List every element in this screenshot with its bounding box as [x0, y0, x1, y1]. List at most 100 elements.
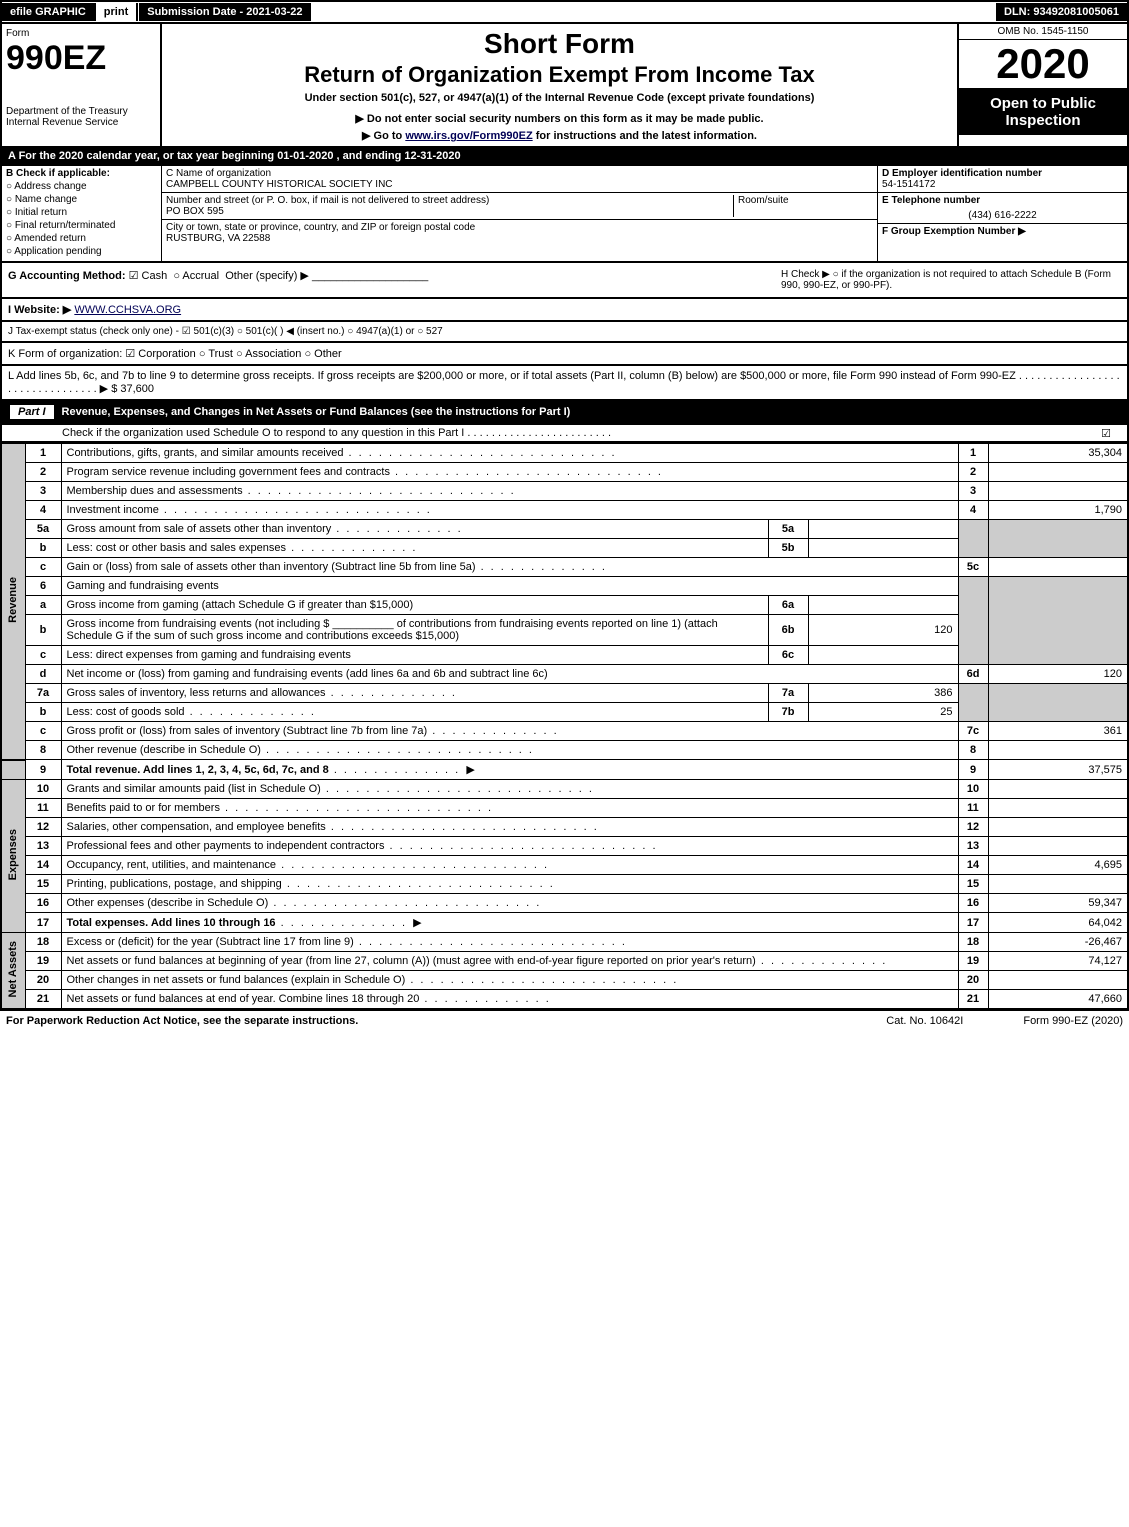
page-footer: For Paperwork Reduction Act Notice, see …: [0, 1010, 1129, 1031]
row-j: J Tax-exempt status (check only one) - ☑…: [0, 322, 1129, 343]
line-num-5a: 5a: [25, 520, 61, 539]
part-1-title: Revenue, Expenses, and Changes in Net As…: [62, 406, 571, 418]
line-5b-subnum: 5b: [768, 539, 808, 558]
chk-accrual[interactable]: Accrual: [173, 270, 219, 282]
line-7a-subval: 386: [808, 684, 958, 703]
line-19-amount: 74,127: [988, 952, 1128, 971]
line-12-rn: 12: [958, 818, 988, 837]
line-6c-subval: [808, 646, 958, 665]
irs-link[interactable]: www.irs.gov/Form990EZ: [405, 130, 532, 142]
line-8-desc: Other revenue (describe in Schedule O): [67, 744, 534, 756]
chk-initial-return[interactable]: Initial return: [6, 207, 157, 218]
check-schedule-o-row: Check if the organization used Schedule …: [0, 425, 1129, 443]
chk-application-pending[interactable]: Application pending: [6, 246, 157, 257]
line-1-amount: 35,304: [988, 444, 1128, 463]
print-button[interactable]: print: [96, 3, 138, 21]
line-7c-amount: 361: [988, 722, 1128, 741]
line-8-amount: [988, 741, 1128, 760]
line-7c-desc: Gross profit or (loss) from sales of inv…: [67, 725, 559, 737]
line-10-amount: [988, 780, 1128, 799]
line-num-7c: c: [25, 722, 61, 741]
line-5b-desc: Less: cost or other basis and sales expe…: [67, 542, 418, 554]
revenue-label-end: [1, 760, 25, 780]
shade-7: [958, 684, 988, 722]
open-public-badge: Open to Public Inspection: [959, 89, 1127, 135]
line-num-6a: a: [25, 596, 61, 615]
line-6-desc: Gaming and fundraising events: [61, 577, 958, 596]
line-13-rn: 13: [958, 837, 988, 856]
chk-name-change[interactable]: Name change: [6, 194, 157, 205]
line-6d-amount: 120: [988, 665, 1128, 684]
line-num-11: 11: [25, 799, 61, 818]
line-num-6d: d: [25, 665, 61, 684]
efile-graphic-button[interactable]: efile GRAPHIC: [2, 3, 96, 21]
line-2-desc: Program service revenue including govern…: [67, 466, 664, 478]
line-12-desc: Salaries, other compensation, and employ…: [67, 821, 599, 833]
column-b: B Check if applicable: Address change Na…: [2, 166, 162, 261]
top-bar: efile GRAPHIC print Submission Date - 20…: [0, 0, 1129, 24]
form-number-footer: Form 990-EZ (2020): [1023, 1015, 1123, 1027]
line-15-desc: Printing, publications, postage, and shi…: [67, 878, 555, 890]
ein-value: 54-1514172: [882, 179, 1123, 190]
line-13-desc: Professional fees and other payments to …: [67, 840, 658, 852]
line-9-rn: 9: [958, 760, 988, 780]
return-title: Return of Organization Exempt From Incom…: [166, 62, 953, 88]
street: PO BOX 595: [166, 206, 489, 217]
line-6a-subval: [808, 596, 958, 615]
line-8-rn: 8: [958, 741, 988, 760]
line-3-desc: Membership dues and assessments: [67, 485, 516, 497]
line-7b-desc: Less: cost of goods sold: [67, 706, 316, 718]
room-suite-label: Room/suite: [733, 195, 873, 217]
row-g-h: G Accounting Method: Cash Accrual Other …: [0, 263, 1129, 299]
line-6b-desc: Gross income from fundraising events (no…: [61, 615, 768, 646]
check-o-checkbox[interactable]: ☑: [1101, 427, 1111, 440]
go-to-instructions: ▶ Go to www.irs.gov/Form990EZ for instru…: [166, 129, 953, 142]
telephone-value: (434) 616-2222: [882, 210, 1123, 221]
line-7c-rn: 7c: [958, 722, 988, 741]
line-6d-rn: 6d: [958, 665, 988, 684]
line-num-2: 2: [25, 463, 61, 482]
shade-6-amt: [988, 577, 1128, 665]
shade-6: [958, 577, 988, 665]
line-20-amount: [988, 971, 1128, 990]
line-6b-subnum: 6b: [768, 615, 808, 646]
line-7b-subnum: 7b: [768, 703, 808, 722]
line-num-16: 16: [25, 894, 61, 913]
line-num-3: 3: [25, 482, 61, 501]
tax-year: 2020: [959, 40, 1127, 89]
line-18-amount: -26,467: [988, 933, 1128, 952]
line-6c-subnum: 6c: [768, 646, 808, 665]
line-10-rn: 10: [958, 780, 988, 799]
name-of-org: CAMPBELL COUNTY HISTORICAL SOCIETY INC: [166, 179, 393, 190]
chk-final-return[interactable]: Final return/terminated: [6, 220, 157, 231]
line-7a-desc: Gross sales of inventory, less returns a…: [67, 687, 458, 699]
line-5c-rn: 5c: [958, 558, 988, 577]
line-3-rn: 3: [958, 482, 988, 501]
go-to-suffix: for instructions and the latest informat…: [536, 130, 757, 142]
row-h-text: H Check ▶ ○ if the organization is not r…: [781, 269, 1121, 291]
line-num-7b: b: [25, 703, 61, 722]
website-link[interactable]: WWW.CCHSVA.ORG: [74, 304, 181, 316]
chk-address-change[interactable]: Address change: [6, 181, 157, 192]
line-17-desc: Total expenses. Add lines 10 through 16: [67, 917, 276, 929]
dln-number: DLN: 93492081005061: [996, 3, 1127, 21]
line-10-desc: Grants and similar amounts paid (list in…: [67, 783, 594, 795]
city-label: City or town, state or province, country…: [166, 222, 475, 233]
no-ssn-warning: ▶ Do not enter social security numbers o…: [166, 112, 953, 125]
line-20-rn: 20: [958, 971, 988, 990]
tax-year-line: A For the 2020 calendar year, or tax yea…: [0, 148, 1129, 166]
chk-cash[interactable]: Cash: [129, 270, 168, 282]
line-num-18: 18: [25, 933, 61, 952]
line-4-desc: Investment income: [67, 504, 432, 516]
line-6b-subval: 120: [808, 615, 958, 646]
net-assets-label: Net Assets: [1, 933, 25, 1010]
chk-amended-return[interactable]: Amended return: [6, 233, 157, 244]
expenses-label: Expenses: [1, 780, 25, 933]
group-exemption-label: F Group Exemption Number ▶: [882, 226, 1123, 237]
website-label: I Website: ▶: [8, 304, 71, 316]
line-11-amount: [988, 799, 1128, 818]
line-num-21: 21: [25, 990, 61, 1010]
line-6c-desc: Less: direct expenses from gaming and fu…: [61, 646, 768, 665]
part-1-header: Part I Revenue, Expenses, and Changes in…: [0, 401, 1129, 425]
line-9-amount: 37,575: [988, 760, 1128, 780]
